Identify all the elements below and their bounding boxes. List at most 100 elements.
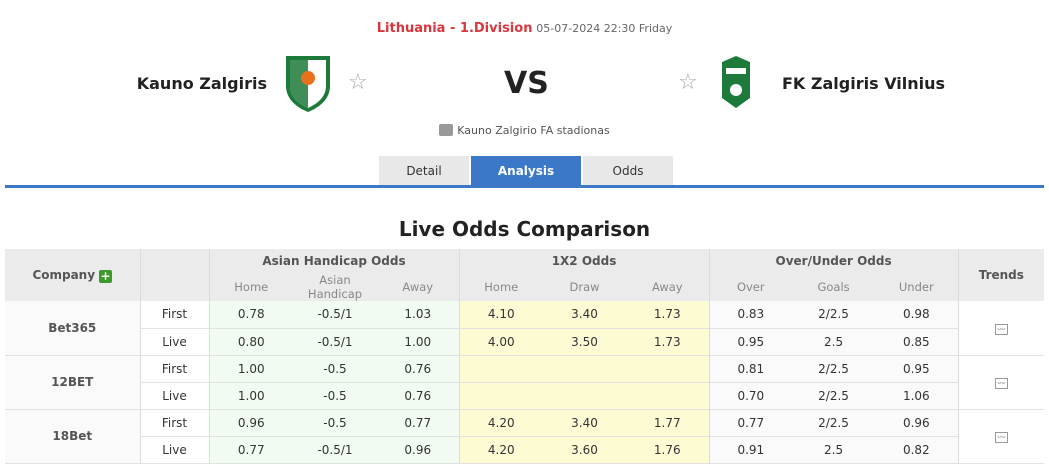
ah-odds-cell[interactable]: -0.5 bbox=[293, 355, 377, 383]
x12-odds-cell[interactable]: 1.73 bbox=[626, 328, 710, 356]
ah-odds-cell[interactable]: -0.5 bbox=[293, 409, 377, 437]
subheader-over: Over bbox=[708, 273, 793, 301]
ou-odds-cell[interactable]: 2/2.5 bbox=[792, 301, 876, 329]
x12-odds-cell[interactable]: 1.76 bbox=[626, 436, 710, 464]
x12-odds-cell[interactable] bbox=[458, 382, 544, 410]
company-name[interactable]: 12BET bbox=[5, 355, 140, 410]
x12-odds-cell[interactable]: 4.20 bbox=[458, 436, 544, 464]
subheader-home: Home bbox=[208, 273, 293, 301]
x12-header: 1X2 Odds bbox=[458, 249, 710, 273]
section-title: Live Odds Comparison bbox=[398, 217, 651, 241]
subheader-home: Home bbox=[458, 273, 544, 301]
table-row: Live 0.77 -0.5/1 0.96 4.20 3.60 1.76 0.91 2.5 0.8… bbox=[5, 436, 1044, 464]
stadium-icon bbox=[439, 124, 454, 136]
ou-odds-cell[interactable]: 0.85 bbox=[875, 328, 959, 356]
add-company-icon[interactable]: + bbox=[99, 268, 113, 283]
trends-header: Trends bbox=[957, 249, 1045, 301]
ah-odds-cell[interactable]: -0.5/1 bbox=[293, 301, 377, 329]
ou-odds-cell[interactable]: 2.5 bbox=[792, 436, 876, 464]
favorite-home-star-icon[interactable]: ☆ bbox=[348, 70, 368, 95]
company-name[interactable]: 18Bet bbox=[5, 409, 140, 464]
tab-detail[interactable]: Detail bbox=[379, 156, 469, 186]
ah-odds-cell[interactable]: 1.03 bbox=[377, 301, 460, 329]
ou-header: Over/Under Odds bbox=[708, 249, 959, 273]
ah-odds-cell[interactable]: -0.5/1 bbox=[293, 436, 377, 464]
ou-odds-cell[interactable]: 2/2.5 bbox=[792, 409, 876, 437]
x12-odds-cell[interactable]: 3.50 bbox=[543, 328, 627, 356]
ah-odds-cell[interactable]: 0.96 bbox=[377, 436, 460, 464]
x12-odds-cell[interactable]: 4.10 bbox=[458, 301, 544, 329]
ou-odds-cell[interactable]: 0.77 bbox=[708, 409, 793, 437]
company-name[interactable]: Bet365 bbox=[5, 301, 140, 356]
venue: Kauno Zalgirio FA stadionas bbox=[0, 124, 1049, 137]
table-row: Live 1.00 -0.5 0.76 0.70 2/2.5 1.06 bbox=[5, 382, 1044, 410]
x12-odds-cell[interactable] bbox=[626, 382, 710, 410]
x12-odds-cell[interactable] bbox=[626, 355, 710, 383]
tab-odds[interactable]: Odds bbox=[583, 156, 673, 186]
home-team-name[interactable]: Kauno Zalgiris bbox=[136, 74, 267, 93]
tab-underline bbox=[5, 185, 1044, 188]
venue-name: Kauno Zalgirio FA stadionas bbox=[457, 124, 610, 137]
ou-odds-cell[interactable]: 2/2.5 bbox=[792, 382, 876, 410]
ou-odds-cell[interactable]: 0.95 bbox=[875, 355, 959, 383]
league-info: Lithuania - 1.Division 05-07-2024 22:30 … bbox=[0, 21, 1049, 36]
x12-odds-cell[interactable]: 1.73 bbox=[626, 301, 710, 329]
ah-odds-cell[interactable]: 0.80 bbox=[208, 328, 293, 356]
ou-odds-cell[interactable]: 0.81 bbox=[708, 355, 793, 383]
odds-type: First bbox=[139, 301, 209, 329]
ou-odds-cell[interactable]: 0.96 bbox=[875, 409, 959, 437]
x12-odds-cell[interactable] bbox=[458, 355, 544, 383]
tab-analysis[interactable]: Analysis bbox=[471, 156, 581, 186]
x12-odds-cell[interactable]: 4.20 bbox=[458, 409, 544, 437]
home-team-logo bbox=[286, 56, 330, 112]
ah-odds-cell[interactable]: 0.78 bbox=[208, 301, 293, 329]
ou-odds-cell[interactable]: 2/2.5 bbox=[792, 355, 876, 383]
league-name[interactable]: Lithuania - 1.Division bbox=[376, 21, 533, 36]
x12-odds-cell[interactable]: 3.60 bbox=[543, 436, 627, 464]
away-team-name[interactable]: FK Zalgiris Vilnius bbox=[782, 74, 946, 93]
ou-odds-cell[interactable]: 1.06 bbox=[875, 382, 959, 410]
ou-odds-cell[interactable]: 0.83 bbox=[708, 301, 793, 329]
ah-odds-cell[interactable]: 0.77 bbox=[377, 409, 460, 437]
ah-odds-cell[interactable]: 0.77 bbox=[208, 436, 293, 464]
ah-odds-cell[interactable]: -0.5 bbox=[293, 382, 377, 410]
ou-odds-cell[interactable]: 0.70 bbox=[708, 382, 793, 410]
ou-odds-cell[interactable]: 0.82 bbox=[875, 436, 959, 464]
ou-odds-cell[interactable]: 0.98 bbox=[875, 301, 959, 329]
ou-odds-cell[interactable]: 0.95 bbox=[708, 328, 793, 356]
ou-odds-cell[interactable]: 2.5 bbox=[792, 328, 876, 356]
ah-odds-cell[interactable]: 1.00 bbox=[208, 382, 293, 410]
ah-odds-cell[interactable]: 0.76 bbox=[377, 355, 460, 383]
x12-odds-cell[interactable]: 1.77 bbox=[626, 409, 710, 437]
odds-table: Company + Asian Handicap Odds 1X2 Odds Ov… bbox=[5, 249, 1045, 464]
subheader-under: Under bbox=[875, 273, 959, 301]
table-row: Bet365 First 0.78 -0.5/1 1.03 4.10 3.40 1.73 0.8… bbox=[5, 301, 1045, 356]
match-datetime: 05-07-2024 22:30 Friday bbox=[536, 22, 673, 35]
odds-type: First bbox=[139, 409, 209, 437]
match-tabs: Detail Analysis Odds bbox=[379, 156, 675, 186]
favorite-away-star-icon[interactable]: ☆ bbox=[678, 70, 698, 95]
table-row: 18Bet First 0.96 -0.5 0.77 4.20 3.40 1.77 0.77 2/… bbox=[5, 409, 1045, 464]
x12-odds-cell[interactable]: 3.40 bbox=[543, 301, 627, 329]
x12-odds-cell[interactable]: 4.00 bbox=[458, 328, 544, 356]
away-team-logo bbox=[722, 56, 750, 108]
odds-type: Live bbox=[139, 382, 209, 410]
trend-chart-icon[interactable]: 〰 bbox=[994, 432, 1008, 443]
x12-odds-cell[interactable] bbox=[543, 382, 627, 410]
table-row: 12BET First 1.00 -0.5 0.76 0.81 2/2.5 0.95 〰 bbox=[5, 355, 1045, 410]
ah-odds-cell[interactable]: 1.00 bbox=[377, 328, 460, 356]
trend-chart-icon[interactable]: 〰 bbox=[994, 323, 1008, 335]
trend-chart-icon[interactable]: 〰 bbox=[994, 378, 1008, 389]
x12-odds-cell[interactable]: 3.40 bbox=[543, 409, 627, 437]
subheader-away: Away bbox=[626, 273, 710, 301]
ah-odds-cell[interactable]: -0.5/1 bbox=[293, 328, 377, 356]
subheader-draw: Draw bbox=[543, 273, 627, 301]
company-header: Company + bbox=[5, 249, 140, 301]
table-row: Live 0.80 -0.5/1 1.00 4.00 3.50 1.73 0.95 2.5 0.8… bbox=[5, 328, 1044, 356]
ah-odds-cell[interactable]: 1.00 bbox=[208, 355, 293, 383]
ah-odds-cell[interactable]: 0.96 bbox=[208, 409, 293, 437]
ah-odds-cell[interactable]: 0.76 bbox=[377, 382, 460, 410]
ou-odds-cell[interactable]: 0.91 bbox=[708, 436, 793, 464]
subheader-away: Away bbox=[377, 273, 460, 301]
x12-odds-cell[interactable] bbox=[543, 355, 627, 383]
